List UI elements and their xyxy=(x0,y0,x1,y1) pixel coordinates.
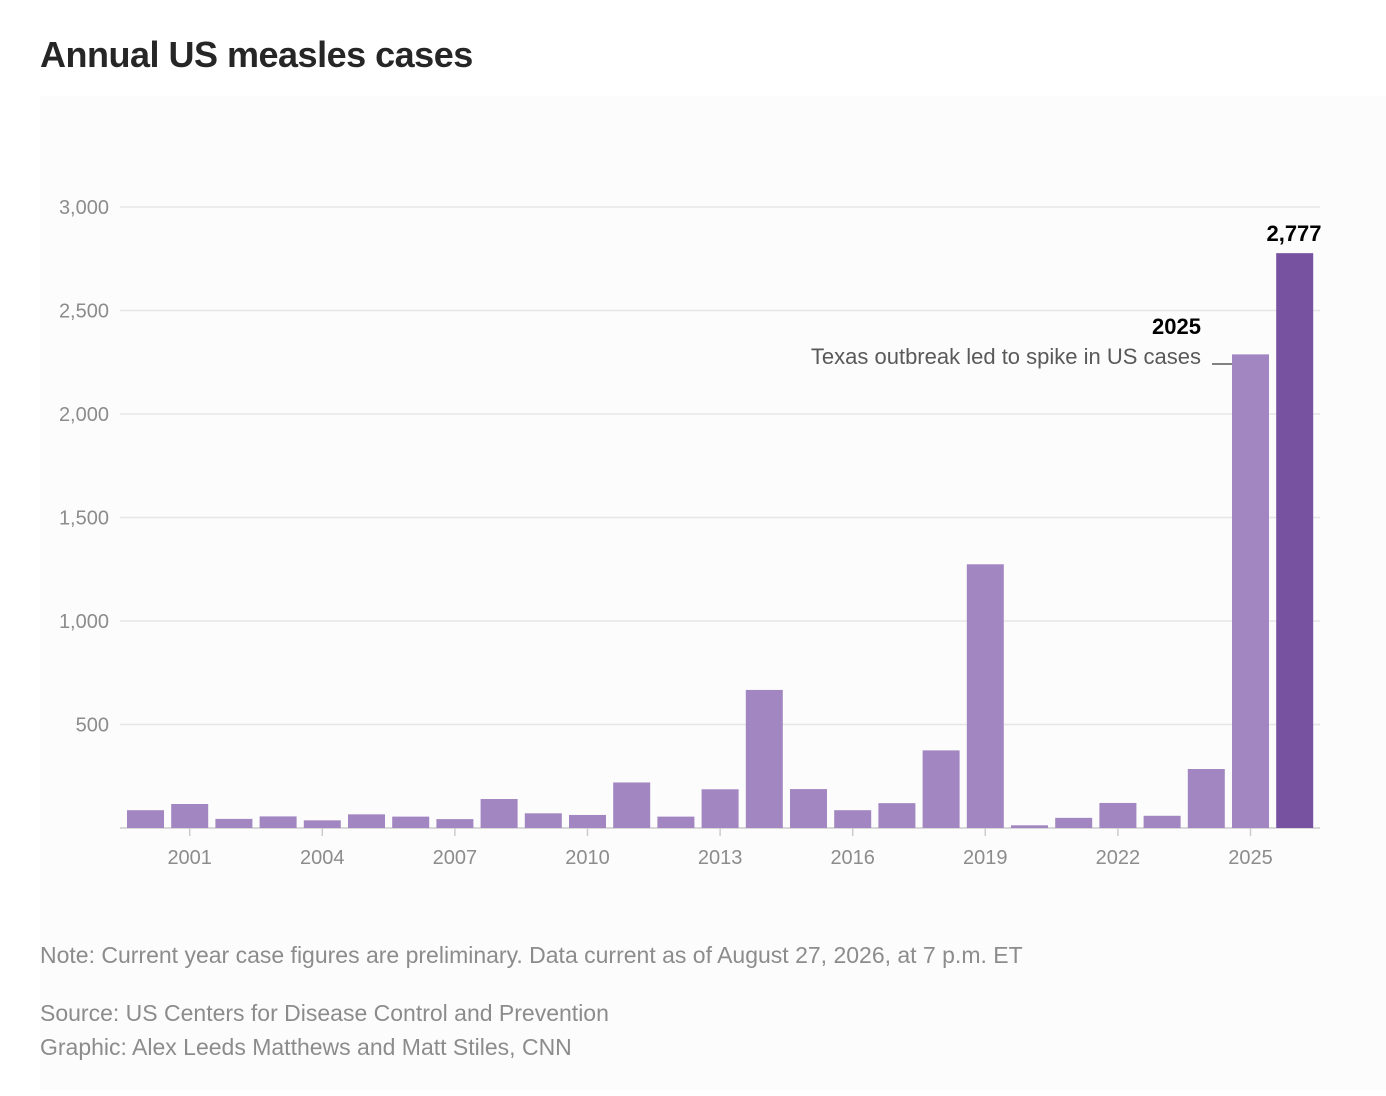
bar-2021 xyxy=(1055,817,1093,828)
bar-2006 xyxy=(392,816,430,828)
y-tick-label: 2,000 xyxy=(59,404,109,426)
bar-2018 xyxy=(922,750,960,828)
bars xyxy=(127,253,1314,828)
x-tick-label: 2013 xyxy=(698,847,743,869)
value-label-2026: 2,777 xyxy=(1266,221,1321,246)
bar-2003 xyxy=(259,816,297,828)
bar-2011 xyxy=(613,782,651,828)
chart-panel: 500 1,000 1,500 2,000 2,500 3,000 2001 2004 200… xyxy=(40,96,1386,1090)
bar-2022 xyxy=(1099,802,1137,828)
y-tick-label: 2,500 xyxy=(59,301,109,323)
y-tick-label: 500 xyxy=(76,715,109,737)
bar-2001 xyxy=(171,803,209,828)
chart-source: Source: US Centers for Disease Control a… xyxy=(40,1000,609,1026)
x-tick-label: 2010 xyxy=(565,847,610,869)
bar-2008 xyxy=(480,799,518,828)
bar-2002 xyxy=(215,818,253,828)
x-tick-label: 2007 xyxy=(433,847,478,869)
bar-2019 xyxy=(966,564,1004,828)
y-axis-ticks: 500 1,000 1,500 2,000 2,500 3,000 xyxy=(59,197,109,737)
bar-2009 xyxy=(524,813,562,828)
gridlines xyxy=(120,206,1320,829)
x-tick-label: 2004 xyxy=(300,847,345,869)
chart-credit: Graphic: Alex Leeds Matthews and Matt St… xyxy=(40,1034,572,1060)
annotation-text: Texas outbreak led to spike in US cases xyxy=(811,344,1201,369)
annotations: 2025 Texas outbreak led to spike in US c… xyxy=(811,221,1322,369)
x-tick-label: 2016 xyxy=(830,847,875,869)
bar-2024 xyxy=(1187,769,1225,828)
chart-note: Note: Current year case figures are prel… xyxy=(40,942,1023,968)
bar-2025 xyxy=(1232,354,1269,828)
bar-2020 xyxy=(1011,825,1048,828)
bar-2012 xyxy=(657,816,695,828)
x-tick-label: 2019 xyxy=(963,847,1008,869)
bar-2013 xyxy=(701,789,739,828)
bar-2004 xyxy=(303,820,341,828)
bar-2023 xyxy=(1143,815,1181,828)
y-tick-label: 3,000 xyxy=(59,197,109,219)
bar-2015 xyxy=(790,789,827,828)
bar-2007 xyxy=(436,819,474,828)
annotation-year: 2025 xyxy=(1152,314,1201,339)
bar-2000 xyxy=(127,810,164,828)
y-tick-label: 1,000 xyxy=(59,611,109,633)
chart-title: Annual US measles cases xyxy=(40,34,473,75)
bar-2010 xyxy=(569,814,606,828)
x-axis-ticks: 2001 2004 2007 2010 2013 2016 2019 2022 2025 xyxy=(167,828,1273,869)
x-tick-label: 2001 xyxy=(167,847,212,869)
x-tick-label: 2022 xyxy=(1096,847,1141,869)
bar-2026 xyxy=(1276,253,1314,828)
bar-2017 xyxy=(878,803,916,828)
x-tick-label: 2025 xyxy=(1228,847,1273,869)
bar-2016 xyxy=(834,810,872,828)
bar-2014 xyxy=(745,689,783,828)
y-tick-label: 1,500 xyxy=(59,508,109,530)
bar-2005 xyxy=(348,814,385,828)
